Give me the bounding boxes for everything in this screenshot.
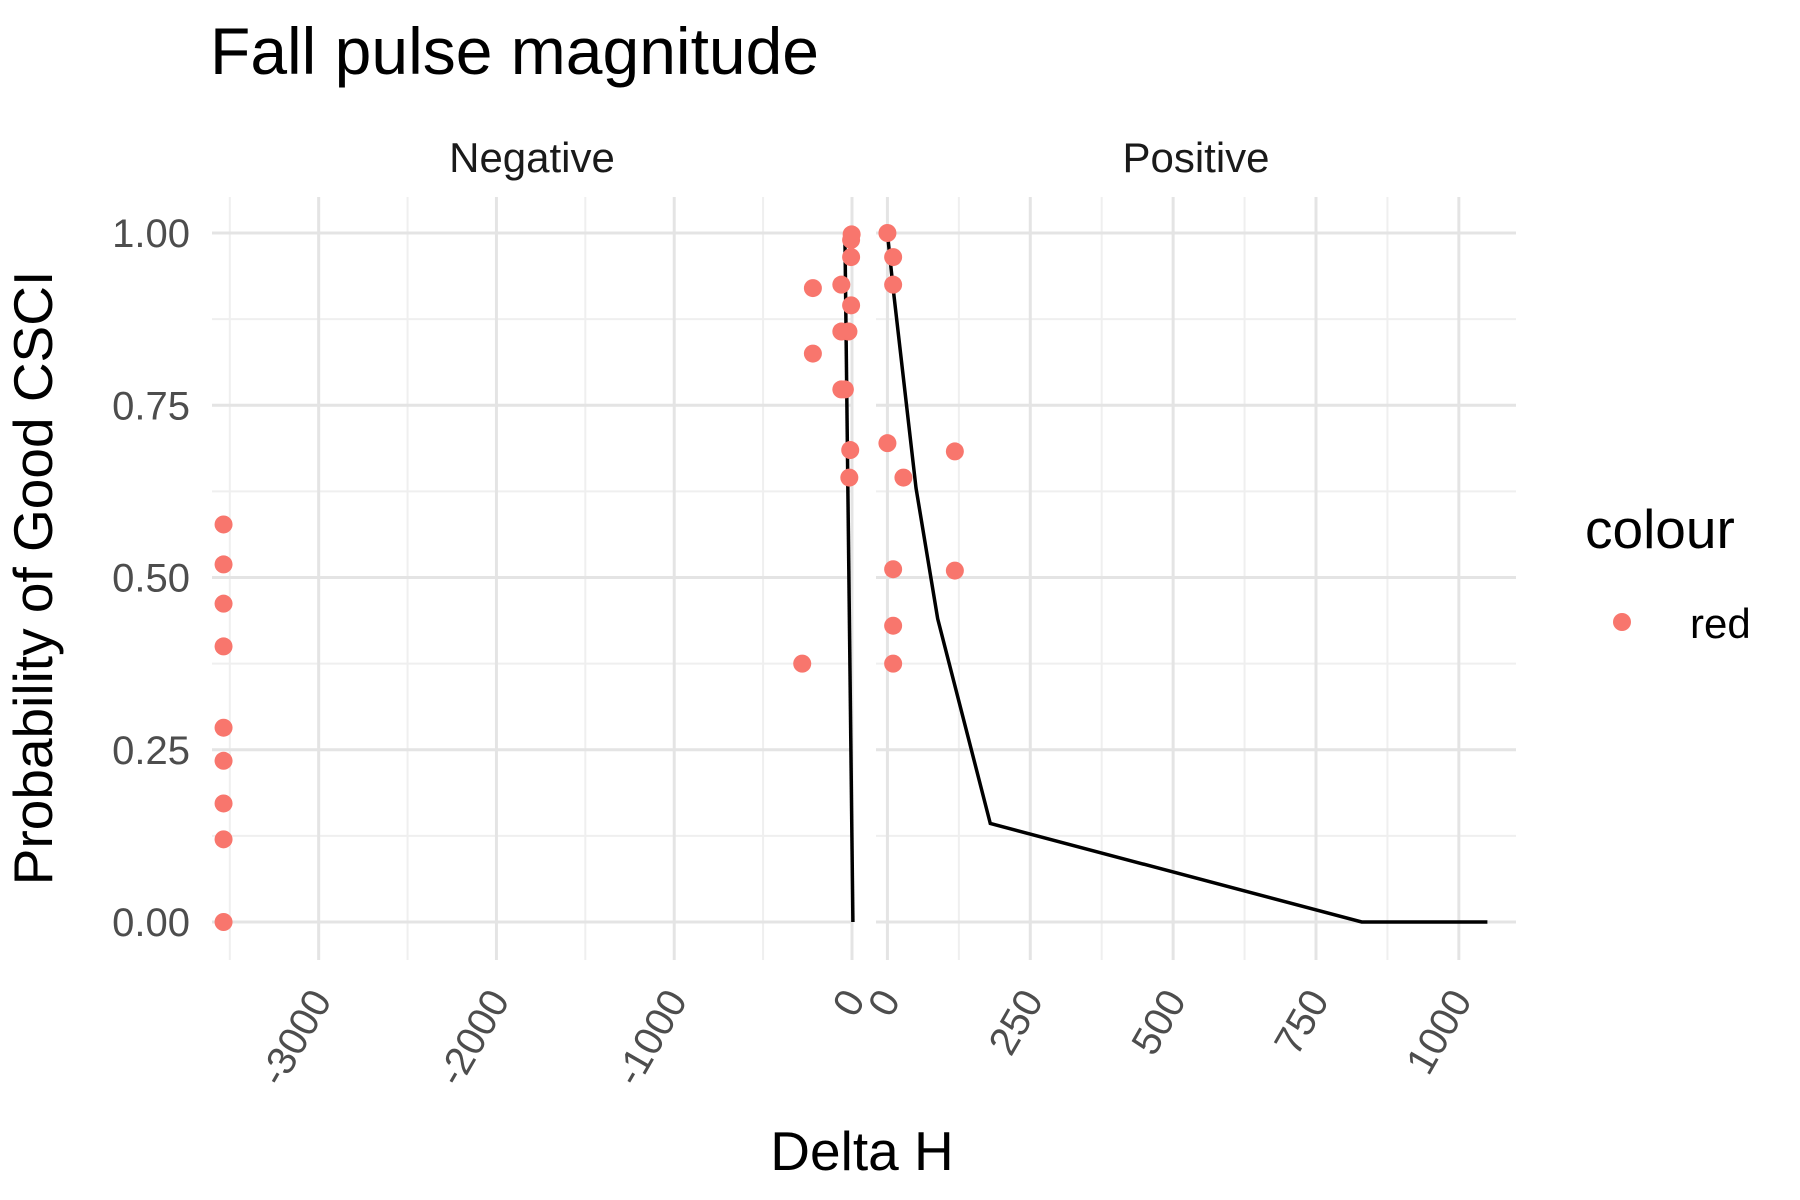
data-point xyxy=(214,555,233,574)
data-point xyxy=(803,344,822,363)
y-tick-label: 0.75 xyxy=(112,384,190,428)
data-point xyxy=(842,225,861,244)
x-axis-title: Delta H xyxy=(770,1120,953,1182)
data-point xyxy=(793,654,812,673)
y-axis-ticks: 0.00 0.25 0.50 0.75 1.00 xyxy=(112,212,190,945)
x-tick-label: -1000 xyxy=(607,983,696,1094)
panel-positive: Positive 0 250 500 750 1000 xyxy=(860,134,1516,1082)
legend-key-red xyxy=(1613,613,1631,631)
fit-line xyxy=(843,232,855,923)
data-point xyxy=(878,224,897,242)
data-point xyxy=(884,616,903,635)
data-point xyxy=(894,468,913,487)
data-point xyxy=(803,279,822,298)
data-point xyxy=(214,718,233,737)
y-axis-title: Probability of Good CSCI xyxy=(2,271,64,885)
data-point xyxy=(214,751,233,770)
data-point xyxy=(841,441,860,460)
data-point xyxy=(878,434,897,453)
y-tick-label: 1.00 xyxy=(112,212,190,256)
data-point xyxy=(884,654,903,673)
facet-label-positive: Positive xyxy=(1122,134,1269,181)
data-point xyxy=(842,248,861,267)
panel-negative: Negative-3000 -2000 -1000 0 xyxy=(212,134,874,1093)
data-point xyxy=(884,275,903,294)
x-tick-label: -2000 xyxy=(429,983,518,1094)
data-point xyxy=(214,637,233,656)
legend: colour red xyxy=(1585,498,1751,647)
x-tick-label: 0 xyxy=(860,983,909,1024)
data-point xyxy=(214,830,233,849)
x-tick-label: 250 xyxy=(981,983,1052,1063)
data-point xyxy=(214,913,233,931)
data-point xyxy=(214,515,233,534)
legend-label-red: red xyxy=(1690,600,1751,647)
data-point xyxy=(839,322,858,341)
data-point xyxy=(835,380,854,399)
data-point xyxy=(214,594,233,613)
y-tick-label: 0.00 xyxy=(112,901,190,945)
data-point xyxy=(945,442,964,461)
data-point xyxy=(884,248,903,267)
facet-label-negative: Negative xyxy=(449,134,615,181)
x-tick-label: 1000 xyxy=(1398,983,1481,1082)
data-point xyxy=(832,275,851,294)
y-tick-label: 0.50 xyxy=(112,557,190,601)
x-tick-label: 500 xyxy=(1123,983,1194,1063)
data-point xyxy=(840,468,859,487)
data-point xyxy=(945,561,964,580)
y-tick-label: 0.25 xyxy=(112,729,190,773)
x-tick-label: 750 xyxy=(1266,983,1337,1063)
data-point xyxy=(214,794,233,813)
x-tick-label: -3000 xyxy=(251,983,340,1094)
chart-title: Fall pulse magnitude xyxy=(210,14,819,88)
data-point xyxy=(842,296,861,315)
data-point xyxy=(884,560,903,579)
legend-title: colour xyxy=(1585,498,1735,560)
